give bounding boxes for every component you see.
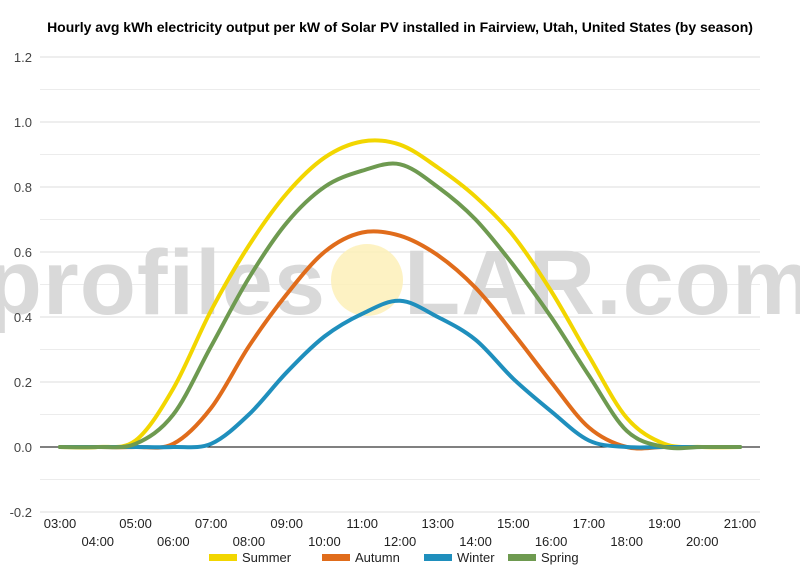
- x-tick-label: 03:00: [44, 516, 77, 531]
- series-line-summer: [58, 138, 742, 450]
- y-tick-label: -0.2: [10, 505, 32, 520]
- chart-title: Hourly avg kWh electricity output per kW…: [47, 19, 753, 35]
- series-line-winter: [58, 298, 742, 450]
- legend: Summer Autumn Winter Spring: [209, 550, 579, 565]
- x-tick-label: 18:00: [610, 534, 643, 549]
- x-tick-label: 15:00: [497, 516, 530, 531]
- y-tick-label: 0.8: [14, 180, 32, 195]
- x-tick-label: 06:00: [157, 534, 190, 549]
- legend-swatch-spring: [508, 554, 536, 561]
- x-tick-label: 08:00: [233, 534, 266, 549]
- legend-swatch-summer: [209, 554, 237, 561]
- x-tick-label: 21:00: [724, 516, 757, 531]
- legend-label-summer: Summer: [242, 550, 292, 565]
- legend-label-autumn: Autumn: [355, 550, 400, 565]
- x-tick-label: 13:00: [422, 516, 455, 531]
- y-tick-label: 0.0: [14, 440, 32, 455]
- watermark-left: profiles: [0, 232, 326, 334]
- x-tick-label: 20:00: [686, 534, 719, 549]
- legend-swatch-autumn: [322, 554, 350, 561]
- legend-label-winter: Winter: [457, 550, 495, 565]
- legend-label-spring: Spring: [541, 550, 579, 565]
- y-axis-ticks: -0.2 0.0 0.2 0.4 0.6 0.8 1.0 1.2: [10, 50, 32, 520]
- x-tick-label: 09:00: [270, 516, 303, 531]
- legend-swatch-winter: [424, 554, 452, 561]
- watermark-sun-icon: [331, 244, 403, 316]
- series-line-spring: [58, 161, 742, 451]
- x-tick-label: 17:00: [573, 516, 606, 531]
- x-tick-label: 05:00: [119, 516, 152, 531]
- gridlines: [40, 56, 760, 513]
- x-tick-label: 19:00: [648, 516, 681, 531]
- x-tick-label: 04:00: [82, 534, 115, 549]
- y-tick-label: 0.4: [14, 310, 32, 325]
- series-lines: [58, 138, 742, 451]
- x-tick-label: 16:00: [535, 534, 568, 549]
- watermark: profiles LAR.com: [0, 232, 800, 334]
- x-tick-label: 11:00: [346, 516, 378, 531]
- y-tick-label: 0.6: [14, 245, 32, 260]
- y-tick-label: 1.0: [14, 115, 32, 130]
- y-tick-label: 1.2: [14, 50, 32, 65]
- x-axis-ticks: 03:00 04:00 05:00 06:00 07:00 08:00 09:00 10:00…: [44, 516, 757, 549]
- x-tick-label: 07:00: [195, 516, 228, 531]
- x-tick-label: 10:00: [308, 534, 341, 549]
- watermark-right: LAR.com: [404, 232, 800, 334]
- x-tick-label: 12:00: [384, 534, 417, 549]
- y-tick-label: 0.2: [14, 375, 32, 390]
- x-tick-label: 14:00: [459, 534, 492, 549]
